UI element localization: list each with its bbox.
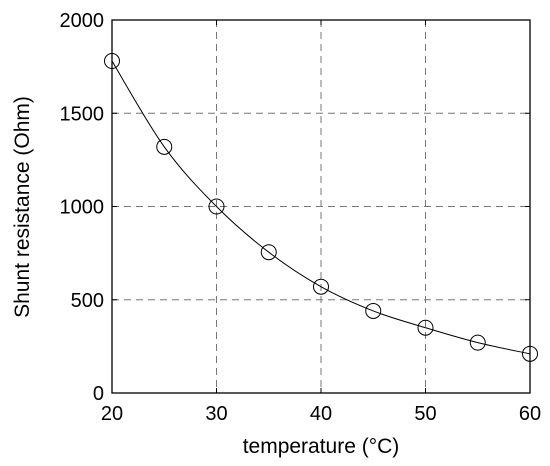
y-tick-label: 1500 [60,103,105,125]
series-line [111,60,531,355]
series-markers [104,53,538,362]
y-tick-label: 0 [93,383,104,405]
x-tick-label: 50 [414,403,436,425]
x-tick-label: 20 [101,403,123,425]
x-tick-labels: 20 30 40 50 60 [101,403,541,425]
data-point [260,244,277,261]
x-tick-label: 40 [310,403,332,425]
x-axis-label: temperature (°C) [243,435,400,458]
data-point [208,198,225,215]
data-point [469,334,486,351]
data-point [417,319,434,336]
y-axis-label: Shunt resistance (Ohm) [11,96,34,318]
x-tick-label: 30 [205,403,227,425]
data-point [313,278,329,295]
tick-marks [111,19,531,394]
x-tick-label: 60 [519,403,541,425]
grid-lines [112,20,530,393]
y-tick-labels: 0 500 1000 1500 2000 [60,10,105,405]
data-point [156,138,173,155]
y-tick-label: 1000 [60,197,105,219]
y-tick-label: 500 [71,290,104,312]
y-tick-label: 2000 [60,10,105,32]
data-point [365,302,382,319]
series-curve [111,60,531,355]
